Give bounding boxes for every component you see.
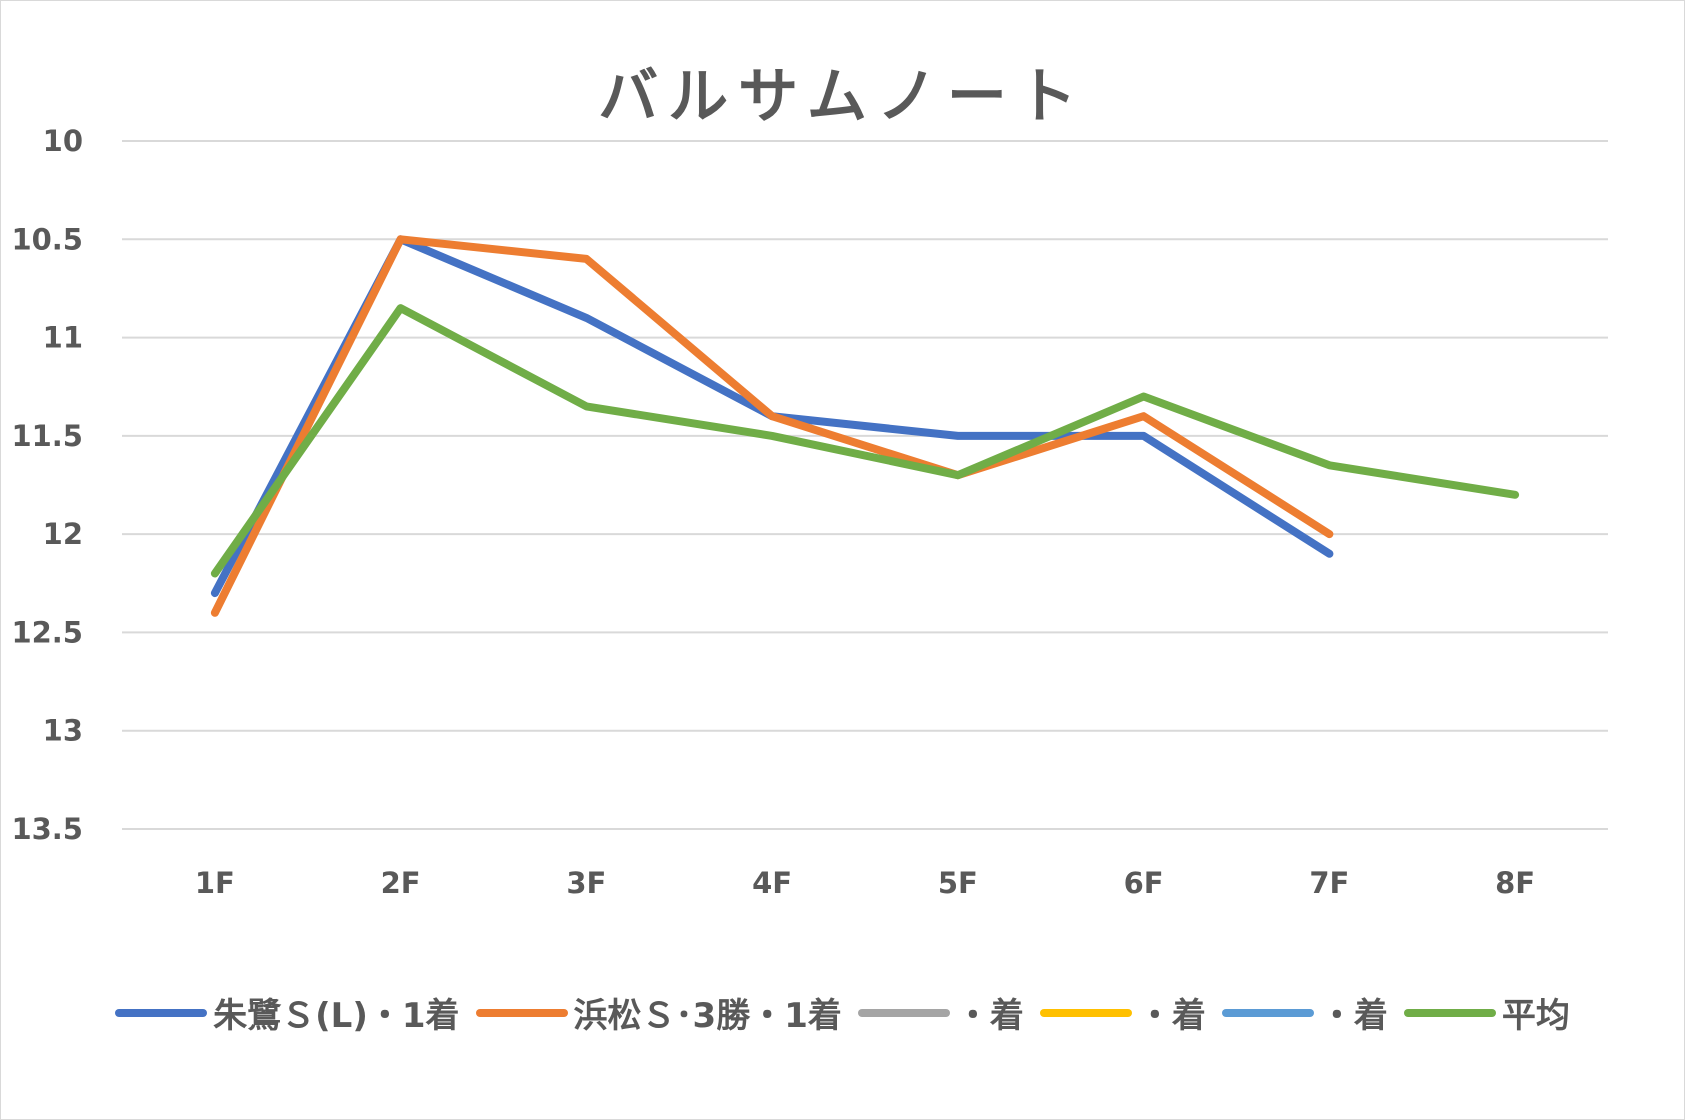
legend-item: ・着 xyxy=(1221,988,1388,1037)
legend: 朱鷺Ｓ(L)・1着 浜松Ｓ･3勝・1着 ・着 ・着 ・着 平均 xyxy=(0,988,1685,1037)
x-tick-label: 5F xyxy=(938,866,978,900)
y-tick-label: 12.5 xyxy=(11,615,83,649)
y-tick-label: 11.5 xyxy=(11,419,83,453)
legend-item: 浜松Ｓ･3勝・1着 xyxy=(475,988,842,1037)
series-line xyxy=(210,235,1334,617)
legend-item: 平均 xyxy=(1403,988,1570,1037)
x-tick-label: 8F xyxy=(1495,866,1535,900)
legend-label: 朱鷺Ｓ(L)・1着 xyxy=(213,996,460,1036)
y-tick-label: 11 xyxy=(43,321,83,355)
y-tick-label: 10 xyxy=(43,124,83,158)
x-tick-label: 4F xyxy=(752,866,792,900)
legend-swatch xyxy=(857,1008,950,1017)
x-tick-label: 6F xyxy=(1124,866,1164,900)
legend-swatch xyxy=(1221,1008,1314,1017)
legend-item: ・着 xyxy=(1039,988,1206,1037)
x-tick-label: 7F xyxy=(1309,866,1349,900)
legend-label: 平均 xyxy=(1501,996,1570,1036)
x-tick-label: 1F xyxy=(195,866,235,900)
y-tick-label: 10.5 xyxy=(11,222,83,256)
legend-swatch xyxy=(475,1008,568,1017)
chart-title: バルサムノート xyxy=(598,62,1087,132)
legend-swatch xyxy=(1403,1008,1496,1017)
y-tick-label: 12 xyxy=(43,517,83,551)
x-tick-label: 3F xyxy=(566,866,606,900)
legend-label: ・着 xyxy=(1137,996,1206,1036)
y-tick-label: 13.5 xyxy=(11,812,83,846)
series-line xyxy=(210,304,1520,578)
legend-label: 浜松Ｓ･3勝・1着 xyxy=(573,996,842,1036)
legend-swatch xyxy=(1039,1008,1132,1017)
legend-swatch xyxy=(115,1008,208,1017)
legend-label: ・着 xyxy=(955,996,1024,1036)
legend-label: ・着 xyxy=(1319,996,1388,1036)
y-tick-label: 13 xyxy=(43,714,83,748)
legend-item: ・着 xyxy=(857,988,1024,1037)
x-tick-label: 2F xyxy=(381,866,421,900)
legend-item: 朱鷺Ｓ(L)・1着 xyxy=(115,988,460,1037)
